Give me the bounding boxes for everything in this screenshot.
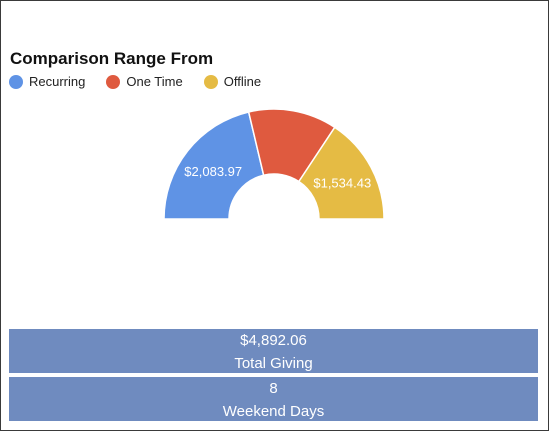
legend-item-offline[interactable]: Offline bbox=[203, 74, 262, 90]
chart-legend: Recurring One Time Offline bbox=[9, 74, 282, 90]
total-giving-card: $4,892.06 Total Giving bbox=[9, 329, 538, 373]
weekend-days-label: Weekend Days bbox=[222, 403, 325, 420]
slice-label-recurring: $2,083.97 bbox=[184, 164, 242, 179]
slice-offline[interactable] bbox=[297, 126, 385, 220]
weekend-days-card: 8 Weekend Days bbox=[9, 377, 538, 421]
legend-item-recurring[interactable]: Recurring bbox=[9, 74, 85, 90]
legend-swatch-one-time bbox=[106, 75, 121, 89]
legend-item-one-time[interactable]: One Time bbox=[106, 74, 183, 90]
weekend-days-value: 8 bbox=[269, 380, 278, 397]
legend-swatch-recurring bbox=[9, 75, 23, 89]
chart-title: Comparison Range From bbox=[10, 49, 214, 68]
legend-label-recurring: Recurring bbox=[29, 74, 86, 89]
total-giving-value: $4,892.06 bbox=[240, 332, 307, 349]
legend-label-one-time: One Time bbox=[126, 74, 183, 89]
slice-label-offline: $1,534.43 bbox=[313, 175, 371, 190]
total-giving-label: Total Giving bbox=[234, 355, 313, 372]
legend-label-offline: Offline bbox=[223, 74, 262, 89]
slice-recurring[interactable] bbox=[163, 111, 265, 220]
legend-swatch-offline bbox=[203, 75, 218, 89]
